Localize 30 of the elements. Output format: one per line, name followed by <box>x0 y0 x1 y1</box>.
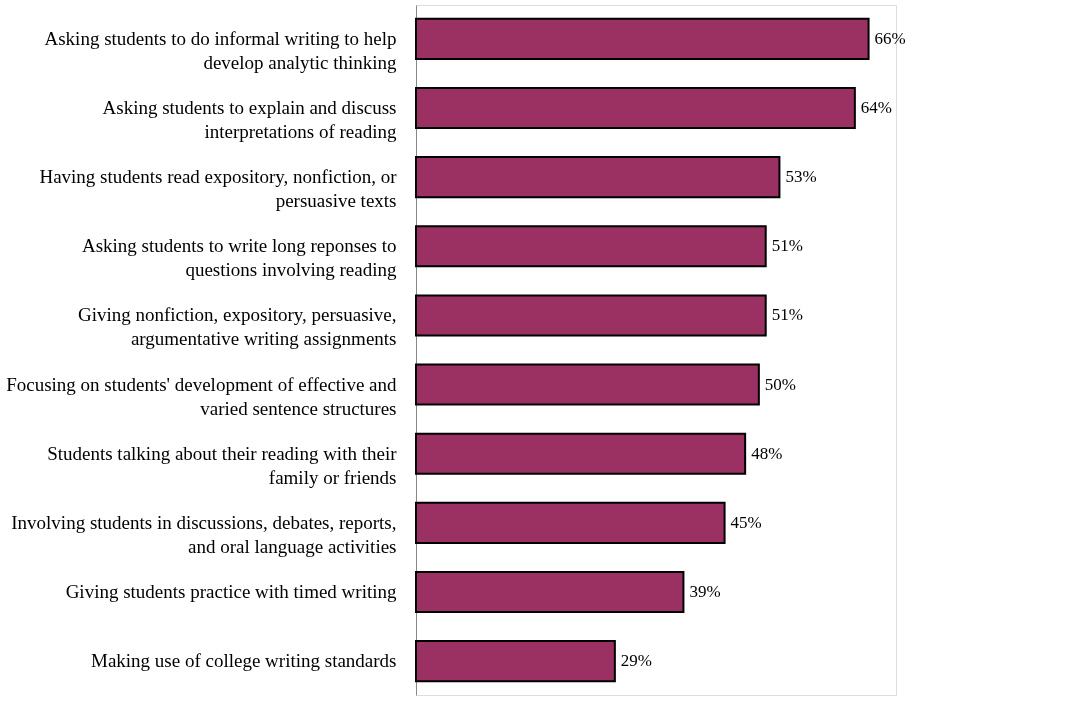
data-label: 51% <box>771 236 803 256</box>
data-label: 50% <box>764 374 797 394</box>
data-label: 39% <box>689 581 721 601</box>
data-label: 51% <box>771 305 803 325</box>
bar <box>415 640 616 683</box>
bar <box>415 570 685 614</box>
y-tick-label: Asking students to do informal writing to help develop analytic thinking <box>44 27 397 73</box>
y-tick-label: Giving students practice with timed writing <box>65 580 397 602</box>
data-label: 64% <box>860 98 893 118</box>
data-label: 29% <box>620 651 653 671</box>
data-label: 66% <box>874 28 906 48</box>
data-label: 53% <box>785 167 817 187</box>
bar <box>415 225 767 268</box>
y-tick-label: Asking students to write long reponses to questions involving reading <box>81 235 397 281</box>
y-tick-label: Having students read expository, nonfiction, or persuasive texts <box>39 166 398 212</box>
y-tick-label: Involving students in discussions, debates, reports, and oral language activities <box>11 511 397 557</box>
bar <box>415 363 760 406</box>
y-tick-label: Students talking about their reading with their family or friends <box>47 442 398 488</box>
bar <box>415 432 747 475</box>
bar <box>415 17 870 60</box>
bar <box>415 86 856 130</box>
data-label: 45% <box>730 512 762 532</box>
bar <box>415 156 781 199</box>
data-label: 48% <box>751 443 783 463</box>
y-tick-label: Giving nonfiction, expository, persuasive, argumentative writing assignments <box>77 304 397 350</box>
bar <box>415 294 767 337</box>
y-tick-label: Focusing on students' development of effective and varied sentence structures <box>6 373 397 419</box>
bar <box>415 501 726 544</box>
y-tick-label: Asking students to explain and discuss interpretations of reading <box>102 97 397 143</box>
y-tick-label: Making use of college writing standards <box>90 650 397 672</box>
